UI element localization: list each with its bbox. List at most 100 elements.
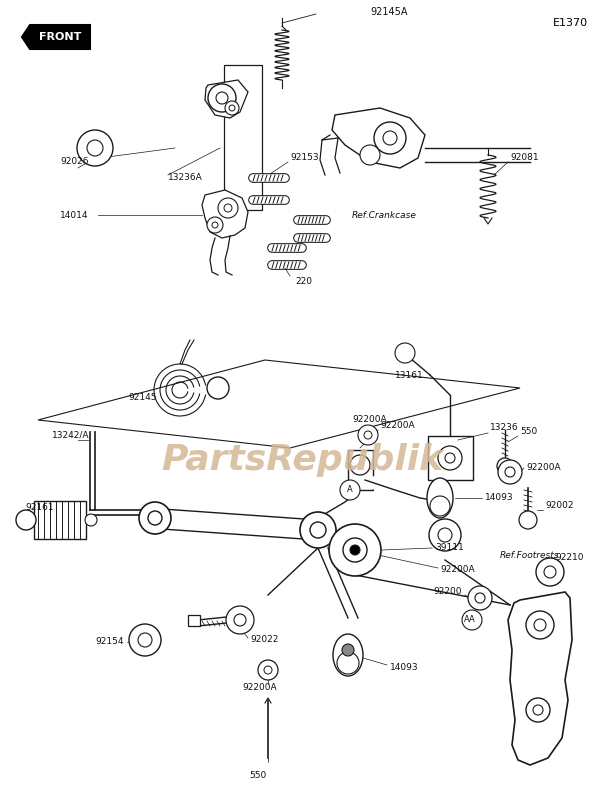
Text: 14093: 14093 <box>485 494 514 502</box>
Circle shape <box>208 84 236 112</box>
Circle shape <box>337 652 359 674</box>
Circle shape <box>310 522 326 538</box>
Polygon shape <box>147 508 319 540</box>
Text: 13236A: 13236A <box>168 174 203 182</box>
Circle shape <box>129 624 161 656</box>
Circle shape <box>526 698 550 722</box>
Text: 39111: 39111 <box>435 543 464 553</box>
Circle shape <box>438 446 462 470</box>
Circle shape <box>234 614 246 626</box>
Bar <box>34 501 86 539</box>
Circle shape <box>526 611 554 639</box>
Circle shape <box>343 538 367 562</box>
Text: 13236: 13236 <box>490 423 519 433</box>
Circle shape <box>462 610 482 630</box>
Text: 92200A: 92200A <box>440 566 475 574</box>
Circle shape <box>216 92 228 104</box>
Circle shape <box>340 480 360 500</box>
Text: A: A <box>469 615 475 625</box>
Text: 92210: 92210 <box>555 554 584 562</box>
Circle shape <box>218 198 238 218</box>
Circle shape <box>212 222 218 228</box>
Circle shape <box>497 458 513 474</box>
Polygon shape <box>332 108 425 168</box>
Circle shape <box>445 453 455 463</box>
Circle shape <box>438 528 452 542</box>
Text: A: A <box>347 486 353 494</box>
Circle shape <box>374 122 406 154</box>
Polygon shape <box>38 360 520 448</box>
Text: 92200A: 92200A <box>526 463 561 473</box>
Text: 550: 550 <box>520 427 537 437</box>
Text: FRONT: FRONT <box>39 32 81 42</box>
Text: 92200A: 92200A <box>380 421 415 430</box>
Circle shape <box>229 105 235 111</box>
Circle shape <box>533 705 543 715</box>
Text: 92022: 92022 <box>250 635 279 645</box>
Circle shape <box>519 511 537 529</box>
Circle shape <box>264 666 272 674</box>
Circle shape <box>258 660 278 680</box>
Text: 92081: 92081 <box>510 154 538 162</box>
Polygon shape <box>22 25 90 49</box>
Text: 92145A: 92145A <box>370 7 408 17</box>
Text: PartsRepublik: PartsRepublik <box>161 443 443 477</box>
Polygon shape <box>224 65 262 210</box>
Circle shape <box>207 217 223 233</box>
Circle shape <box>358 425 378 445</box>
Text: 13242/A: 13242/A <box>52 430 89 439</box>
Circle shape <box>148 511 162 525</box>
Circle shape <box>534 619 546 631</box>
Bar <box>218 377 380 399</box>
Text: 92200: 92200 <box>434 587 462 597</box>
Circle shape <box>350 455 370 475</box>
Text: 550: 550 <box>250 770 267 779</box>
Text: E1370: E1370 <box>553 18 588 28</box>
Circle shape <box>364 431 372 439</box>
Circle shape <box>468 586 492 610</box>
Circle shape <box>498 460 522 484</box>
Circle shape <box>395 343 415 363</box>
Circle shape <box>139 502 171 534</box>
Text: 92154: 92154 <box>95 638 124 646</box>
Circle shape <box>544 566 556 578</box>
Circle shape <box>224 204 232 212</box>
Circle shape <box>77 130 113 166</box>
Text: 92200A: 92200A <box>353 415 387 425</box>
Text: 92145: 92145 <box>128 394 157 402</box>
Text: 92026: 92026 <box>60 158 89 166</box>
Circle shape <box>85 514 97 526</box>
Circle shape <box>16 510 36 530</box>
Circle shape <box>207 377 229 399</box>
Circle shape <box>536 558 564 586</box>
Text: 14093: 14093 <box>390 663 418 673</box>
Text: 92153: 92153 <box>290 154 318 162</box>
Circle shape <box>360 145 380 165</box>
Circle shape <box>329 524 381 576</box>
Text: Ref.Footrests: Ref.Footrests <box>500 550 560 559</box>
Bar <box>188 615 200 626</box>
Text: 92200A: 92200A <box>242 683 277 693</box>
Text: 220: 220 <box>295 278 312 286</box>
Circle shape <box>383 131 397 145</box>
Circle shape <box>300 512 336 548</box>
Circle shape <box>505 467 515 477</box>
Circle shape <box>475 593 485 603</box>
Text: Ref.Crankcase: Ref.Crankcase <box>352 210 417 219</box>
Bar <box>348 450 373 490</box>
Circle shape <box>350 545 360 555</box>
Polygon shape <box>205 80 248 118</box>
Circle shape <box>138 633 152 647</box>
Circle shape <box>226 606 254 634</box>
Text: 92002: 92002 <box>545 501 573 510</box>
Ellipse shape <box>427 478 453 518</box>
Text: 14014: 14014 <box>60 210 89 219</box>
Circle shape <box>342 644 354 656</box>
Polygon shape <box>508 592 572 765</box>
Polygon shape <box>202 190 248 238</box>
Ellipse shape <box>333 634 363 676</box>
Text: A: A <box>464 615 470 625</box>
Circle shape <box>429 519 461 551</box>
Bar <box>428 436 473 480</box>
Circle shape <box>430 496 450 516</box>
